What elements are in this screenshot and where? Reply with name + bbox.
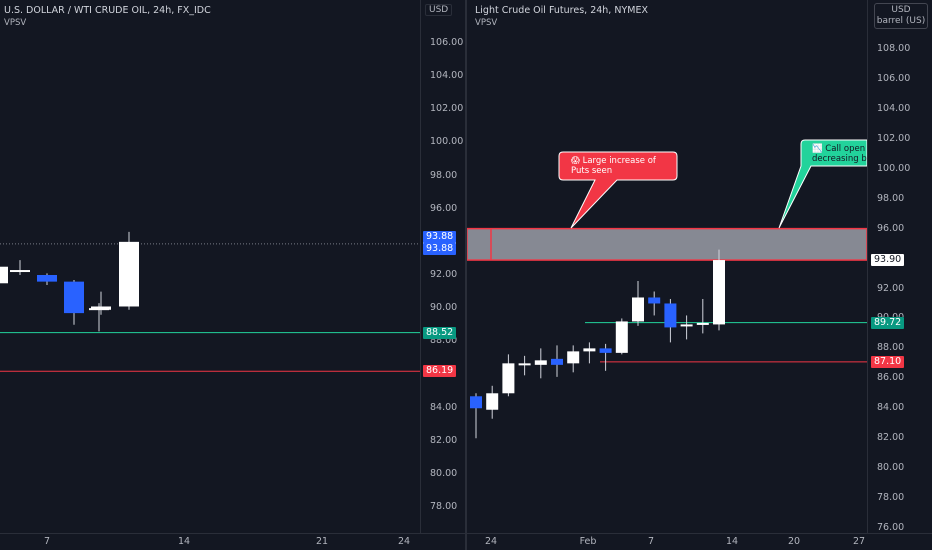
left-price-tick: 88.00 [430,335,458,347]
left-xtick: 21 [315,536,329,547]
left-price-tick: 78.00 [430,501,458,512]
right-candle [470,396,482,409]
right-price-tick: 92.00 [877,282,905,294]
callout-green-text[interactable]: 📉 Call open decreasing by [812,144,872,164]
right-chart-pane[interactable]: Light Crude Oil Futures, 24h, NYMEX VPSV… [467,0,932,550]
callout-red-line1: Large increase of [582,156,656,166]
left-xtick: 14 [177,536,191,547]
callout-red-line2: Puts seen [571,166,613,176]
right-xtick: 14 [725,536,739,547]
callout-red-bubble[interactable] [558,151,678,229]
right-price-tick: 82.00 [877,432,905,444]
right-price-tick: 104.00 [877,102,911,114]
right-currency-unit-button[interactable]: USD barrel (US) [874,3,928,29]
right-candle [567,351,580,364]
right-price-tag: 87.10 [871,355,905,368]
right-candle [696,322,709,325]
right-price-tick: 88.00 [877,342,905,354]
right-price-tick: 76.00 [877,522,905,533]
resistance-zone[interactable] [467,227,867,261]
pane-divider[interactable] [465,0,467,550]
callout-red-text[interactable]: 😱 Large increase of Puts seen [571,156,656,176]
left-price-tick: 90.00 [430,302,458,314]
left-candle [0,266,8,284]
right-chart-title: Light Crude Oil Futures, 24h, NYMEX [475,5,648,16]
right-time-axis[interactable]: 24 Feb 7 14 20 27 [467,533,932,550]
right-unit-label: barrel (US) [876,16,926,26]
right-price-scale[interactable]: USD barrel (US) 108.00 106.00 104.00 102.00… [867,0,932,534]
callout-green-line1: Call open [825,144,866,154]
left-candle [64,281,84,314]
right-xtick: 24 [484,536,498,547]
right-candle [664,303,677,328]
left-candle [91,306,111,310]
callout-green-bubble[interactable] [778,139,867,229]
left-time-axis[interactable]: 7 14 21 24 [0,533,465,550]
left-xtick: 7 [43,536,51,547]
right-price-tick: 98.00 [877,192,905,204]
right-candle [632,297,644,322]
right-price-tick: 106.00 [877,72,911,84]
left-price-tick: 100.00 [430,136,464,148]
right-candle [518,363,531,366]
left-price-tick: 104.00 [430,70,464,82]
right-price-tick: 96.00 [877,222,905,234]
right-candle [534,360,547,365]
left-price-scale[interactable]: USD 106.00 104.00 102.00 100.00 98.00 96.00 92… [420,0,465,534]
left-price-tag: 93.88 [423,243,457,255]
left-price-tag: 93.88 [423,231,457,243]
left-chart-title: U.S. DOLLAR / WTI CRUDE OIL, 24h, FX_IDC [4,5,211,16]
left-xtick: 24 [397,536,411,547]
right-price-tick: 100.00 [877,162,911,174]
left-price-tick: 106.00 [430,37,464,48]
right-xtick: 20 [787,536,801,547]
left-candle [10,270,30,273]
right-candle [648,297,661,304]
left-indicator-label[interactable]: VPSV [4,18,27,28]
right-candle [615,321,628,353]
callout-green-line2: decreasing by [812,154,872,164]
left-price-tick: 102.00 [430,103,464,115]
right-xtick: Feb [579,536,597,547]
left-price-tick: 92.00 [430,269,458,280]
callout-red-emoji: 😱 [571,156,580,166]
left-currency-label[interactable]: USD [425,4,453,16]
left-chart-pane[interactable]: U.S. DOLLAR / WTI CRUDE OIL, 24h, FX_IDC… [0,0,465,550]
right-price-tick: 84.00 [877,402,905,414]
right-price-tick: 86.00 [877,372,905,384]
right-candle [502,363,515,394]
left-price-tick: 80.00 [430,467,458,479]
left-price-tick: 96.00 [430,202,458,214]
right-price-tag: 93.90 [871,254,905,267]
left-price-tick: 82.00 [430,434,458,446]
right-xtick: 7 [647,536,655,547]
right-price-tick: 102.00 [877,132,911,144]
right-price-tick: 108.00 [877,43,911,54]
left-price-tag: 88.52 [423,326,457,339]
right-candle [551,358,563,365]
left-price-tag: 86.19 [423,365,457,378]
left-candle [119,241,139,307]
left-price-tick: 84.00 [430,401,458,413]
right-candle [713,260,725,325]
right-indicator-label[interactable]: VPSV [475,18,498,28]
right-chart-canvas[interactable] [467,0,867,534]
right-candle [583,348,596,352]
right-candle [680,324,693,327]
right-price-tick: 80.00 [877,462,905,474]
right-candle [599,348,612,353]
left-chart-canvas[interactable] [0,0,420,534]
right-currency-label: USD [891,5,911,15]
left-candle [37,275,57,282]
right-xtick: 27 [852,536,866,547]
right-price-tag: 89.72 [871,316,905,329]
callout-green-emoji: 📉 [812,144,823,154]
left-price-tick: 98.00 [430,169,458,181]
right-candle [486,393,499,410]
right-price-tick: 78.00 [877,492,905,504]
